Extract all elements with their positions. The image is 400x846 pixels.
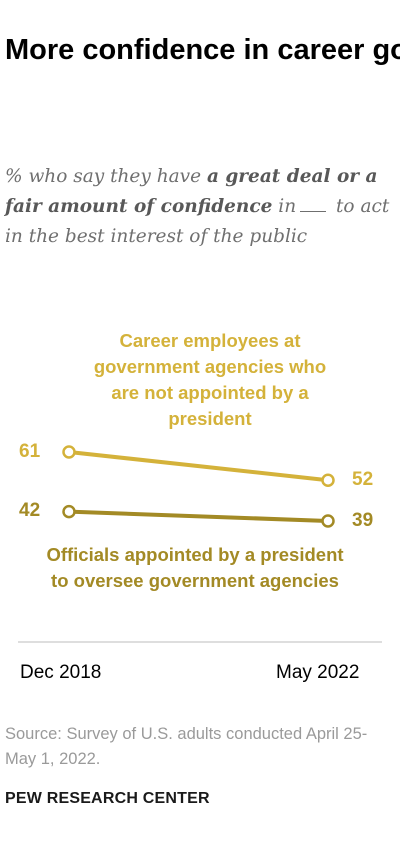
series-label-officials: Officials appointed by a president to ov… (46, 544, 344, 591)
subtitle-emphasis: a great deal or a fair amount of confide… (5, 166, 378, 217)
series-line-officials (68, 509, 329, 523)
data-label-career-may-2022: 52 (352, 469, 374, 490)
source-note: Source: Survey of U.S. adults conducted … (5, 725, 368, 768)
data-label-officials-may-2022: 39 (352, 510, 374, 531)
series-line-career (68, 450, 329, 483)
chart-subtitle: % who say they have a great deal or a fa… (5, 162, 397, 252)
data-point-career-0 (62, 445, 76, 459)
series-label-career: Career employees at government agencies … (93, 330, 327, 429)
chart-title: More confidence in career govt. workers … (5, 34, 400, 66)
data-label-officials-dec-2018: 42 (19, 500, 41, 521)
x-tick-may-2022: May 2022 (276, 662, 360, 683)
subtitle-suffix: to act in the best interest of the publi… (5, 196, 390, 247)
data-point-officials-1 (321, 514, 335, 528)
pew-research-center-logo: PEW RESEARCH CENTER (5, 790, 210, 807)
data-label-career-dec-2018: 61 (19, 441, 41, 462)
subtitle-blank (300, 200, 327, 212)
subtitle-middle: in (272, 196, 297, 217)
x-tick-dec-2018: Dec 2018 (20, 662, 102, 683)
data-point-career-1 (321, 473, 335, 487)
data-point-officials-0 (62, 504, 76, 519)
subtitle-prefix: % who say they have (5, 166, 207, 187)
